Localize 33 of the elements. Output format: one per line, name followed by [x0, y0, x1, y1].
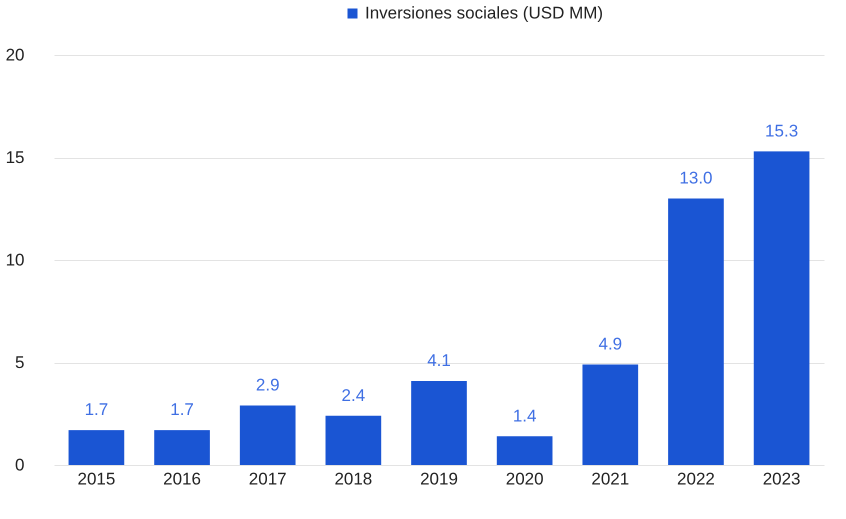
- bar: [68, 430, 124, 465]
- text: 13.0: [679, 168, 712, 188]
- text: 1.7: [84, 400, 108, 420]
- x-tick-label: 2022: [677, 470, 715, 488]
- x-tick-label: 2016: [163, 470, 201, 488]
- x-tick-label: 2015: [77, 470, 116, 488]
- legend-label: Inversiones sociales (USD MM): [365, 4, 604, 22]
- x-tick-label: 2019: [420, 470, 458, 488]
- y-tick-label: 20: [6, 46, 24, 64]
- bar: [154, 430, 210, 465]
- text: 2.4: [342, 386, 366, 405]
- bar: [496, 436, 552, 465]
- text: 1.7: [170, 400, 194, 420]
- text: 4.9: [598, 334, 622, 354]
- x-tick-label: 2020: [506, 470, 544, 488]
- text: 15.3: [765, 121, 798, 140]
- x-tick-label: 2018: [334, 470, 372, 488]
- bar: [411, 380, 467, 465]
- bar: [326, 416, 382, 465]
- y-tick-label: 15: [6, 148, 24, 167]
- y-tick-label: 10: [6, 250, 24, 270]
- y-tick-label: 5: [15, 353, 24, 372]
- x-tick-label: 2017: [248, 470, 287, 488]
- text: 2.9: [256, 376, 280, 395]
- y-tick-label: 0: [15, 456, 24, 474]
- x-tick-label: 2021: [591, 470, 630, 488]
- text: 1.4: [512, 406, 536, 426]
- bar: [668, 198, 724, 465]
- text: 4.1: [427, 350, 451, 370]
- x-tick-label: 2023: [762, 470, 801, 488]
- bar: [240, 406, 296, 465]
- bar: [582, 364, 638, 465]
- bar: [754, 151, 810, 465]
